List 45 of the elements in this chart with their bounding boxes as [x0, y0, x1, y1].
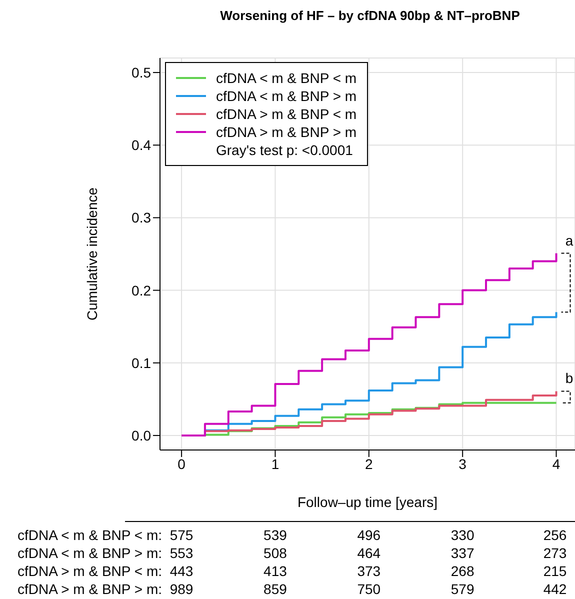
text: 575 — [168, 527, 194, 543]
y-tick-label: 0.1 — [132, 354, 152, 371]
annotation: b — [565, 370, 574, 386]
y-tick-label: 0.3 — [132, 210, 152, 226]
legend-label: cfDNA > m & BNP < m — [216, 105, 357, 123]
text: 268 — [450, 563, 476, 579]
text: 859 — [262, 581, 288, 597]
text: 413 — [262, 563, 288, 579]
chart-title: Worsening of HF – by cfDNA 90bp & NT–proBNP — [219, 8, 521, 23]
text: 337 — [450, 545, 476, 561]
text: 256 — [542, 527, 568, 543]
text: 553 — [168, 545, 194, 561]
text: 989 — [168, 581, 194, 597]
y-tick-label: 0.0 — [132, 427, 152, 444]
y-axis-title: Cumulative incidence — [84, 187, 100, 321]
x-tick-label: 0 — [178, 456, 186, 472]
y-tick-label: 0.2 — [132, 282, 152, 298]
text: cfDNA > m & BNP < m: — [18, 563, 162, 579]
text: cfDNA < m & BNP < m: — [18, 527, 162, 543]
annotation: a — [565, 232, 574, 248]
text: 443 — [168, 563, 194, 579]
legend-label: cfDNA < m & BNP < m — [216, 69, 357, 87]
text: 750 — [356, 581, 382, 597]
text: 579 — [450, 581, 476, 597]
x-axis-title: Follow–up time [years] — [297, 494, 438, 510]
text: 273 — [542, 545, 568, 561]
text: 464 — [356, 545, 382, 561]
text: cfDNA > m & BNP > m: — [18, 581, 162, 597]
text: 215 — [542, 563, 568, 579]
text: 508 — [262, 545, 288, 561]
text: 442 — [542, 581, 568, 597]
legend-label: cfDNA < m & BNP > m — [216, 87, 357, 105]
x-tick-label: 3 — [458, 456, 467, 472]
x-tick-label: 2 — [365, 456, 374, 472]
text: cfDNA < m & BNP > m: — [18, 545, 162, 561]
annotation: Gray's test p: <0.0001 — [215, 141, 354, 159]
text: 330 — [450, 527, 476, 543]
x-tick-label: 1 — [271, 456, 280, 472]
x-tick-label: 4 — [552, 456, 560, 472]
legend-label: cfDNA > m & BNP > m — [216, 123, 357, 141]
text: 539 — [262, 527, 288, 543]
text: 373 — [356, 563, 382, 579]
y-tick-label: 0.5 — [132, 64, 152, 80]
text: 496 — [356, 527, 382, 543]
y-tick-label: 0.4 — [132, 137, 152, 154]
